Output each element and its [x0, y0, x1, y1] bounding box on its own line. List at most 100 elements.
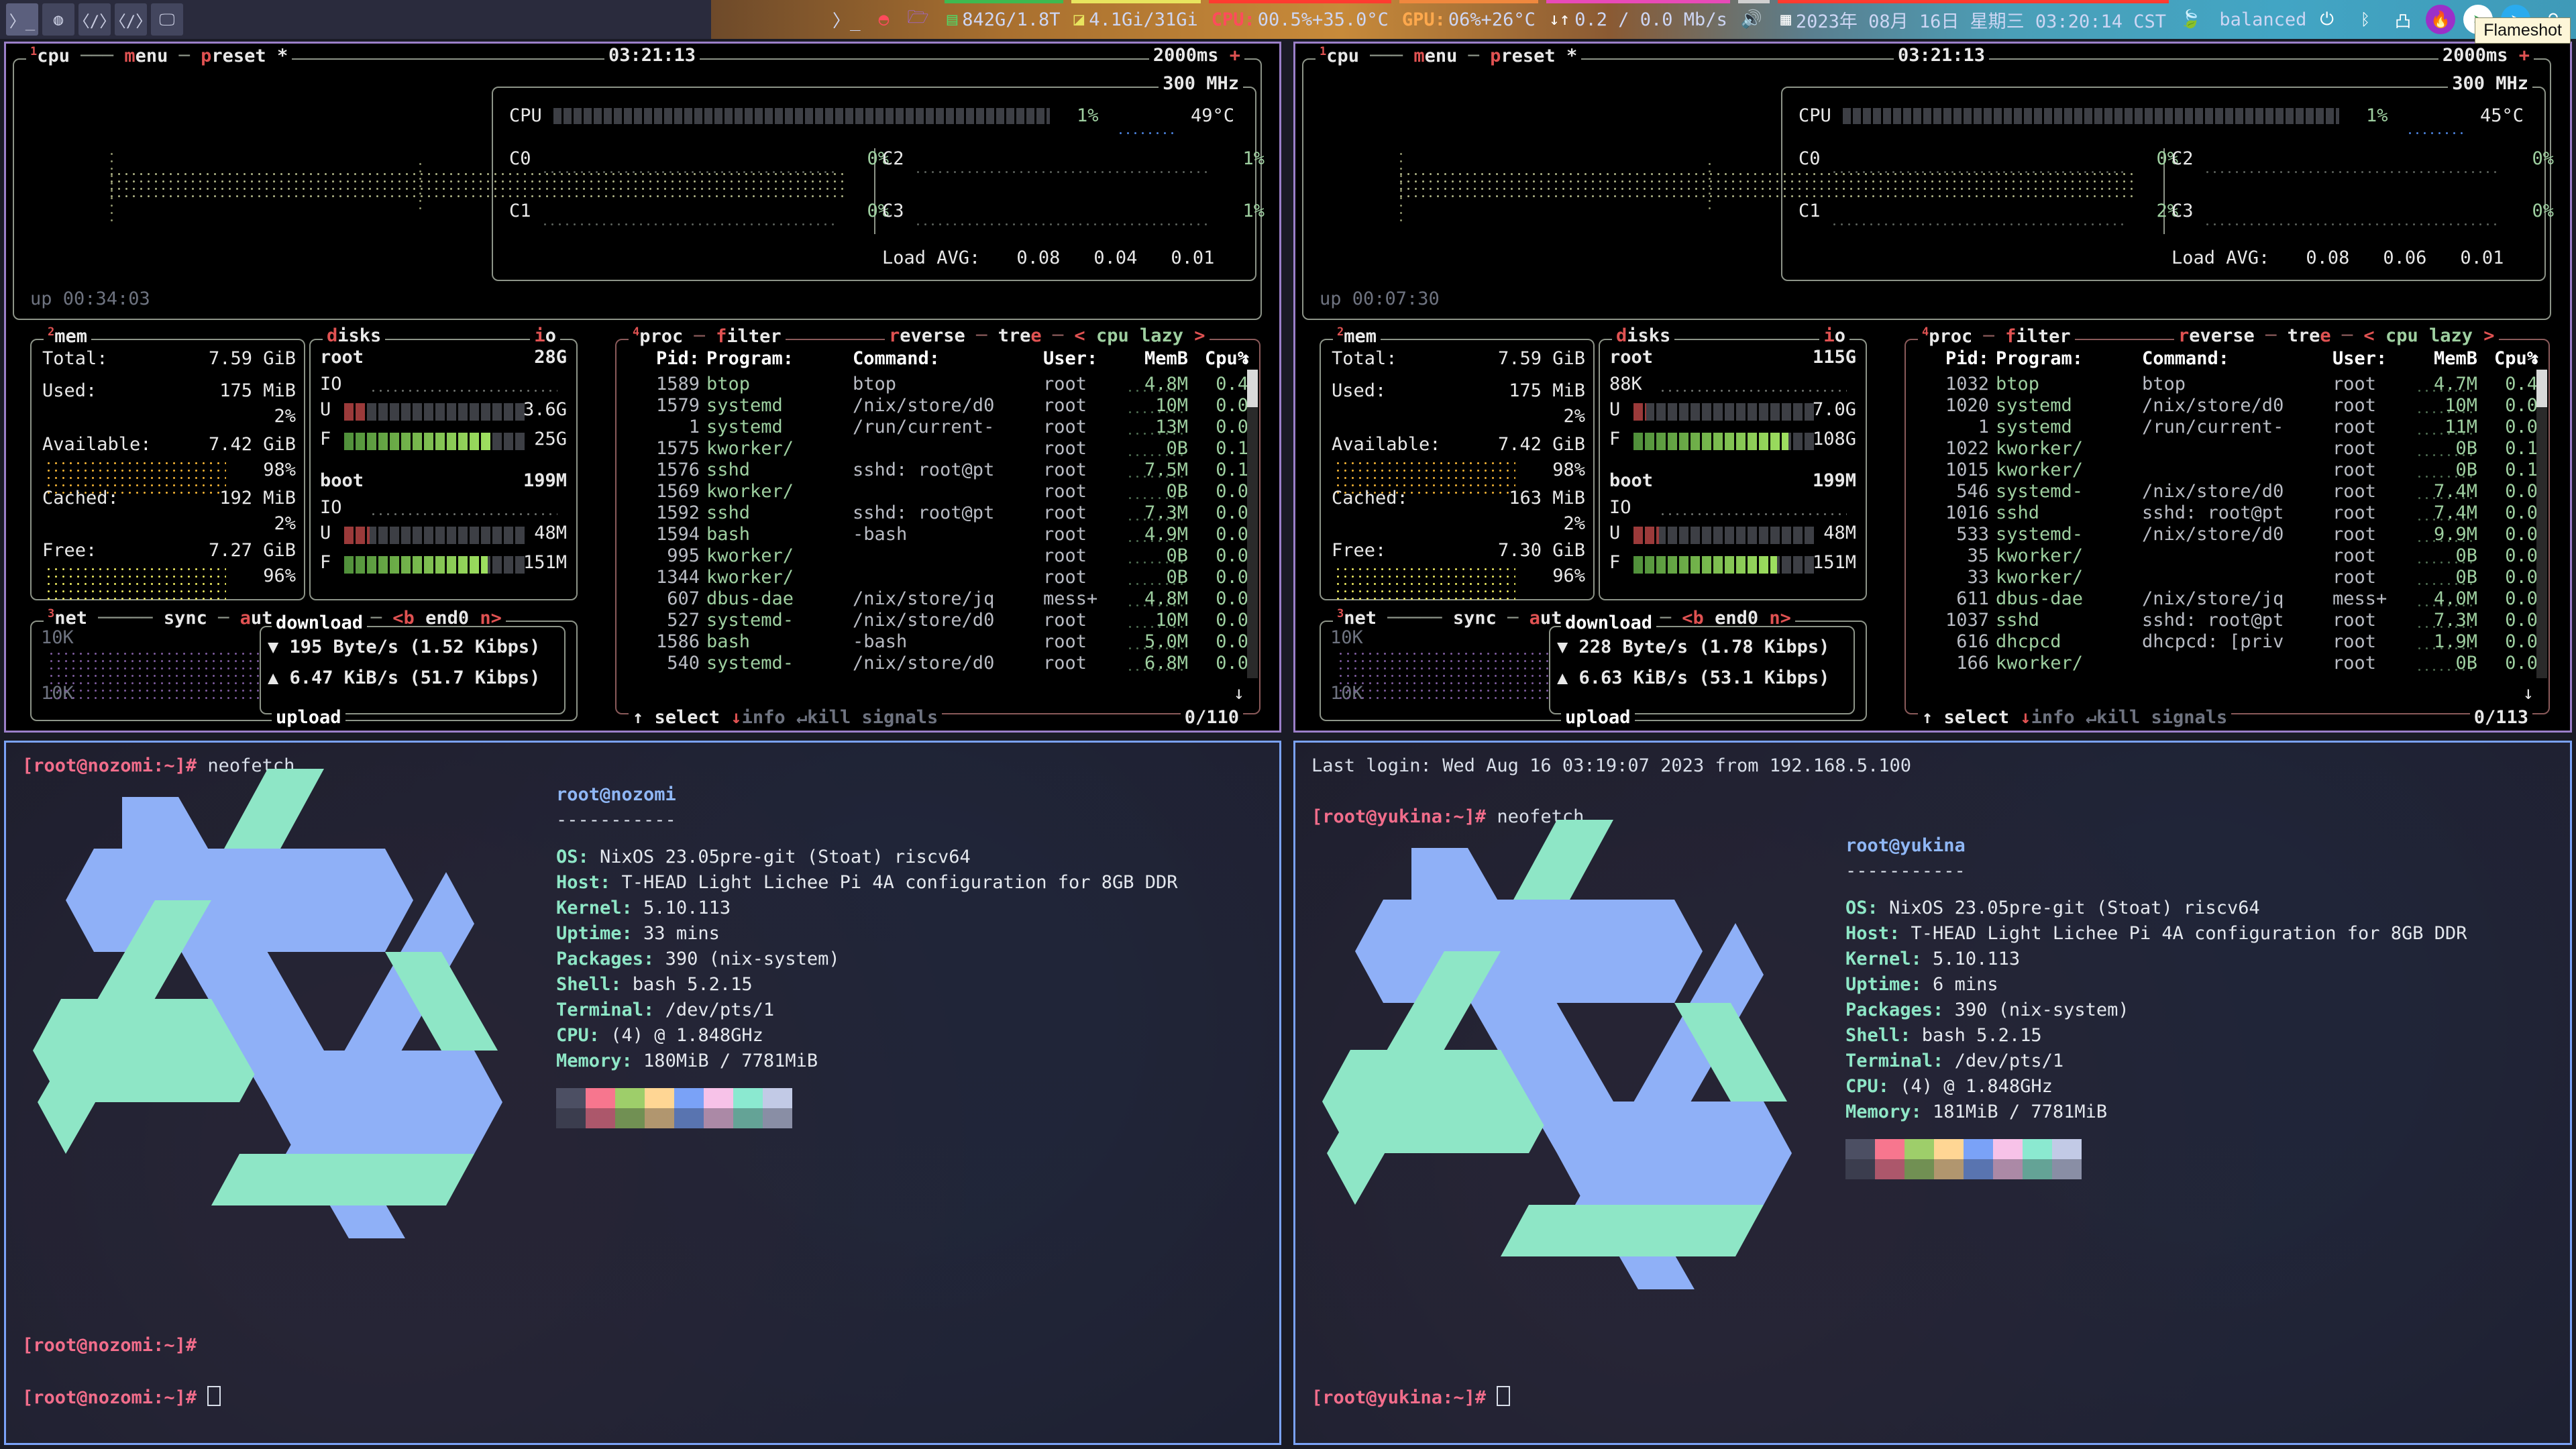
proc-cell-pid: 166: [1956, 653, 1989, 674]
proc-footer-keys[interactable]: ↑ select ↓info ↵kill signals: [1918, 708, 2232, 727]
proc-col-cpu[interactable]: Cpu%: [2493, 348, 2538, 369]
proc-col-cpu[interactable]: Cpu%: [1204, 348, 1248, 369]
cpu-box[interactable]: 1cpu ─── menu ─ preset * 03:21:13 2000ms +…: [1302, 46, 2554, 320]
net-box[interactable]: 3net ───── sync ─ auto ─ zero ─ <b end0 …: [30, 608, 578, 727]
status-memory[interactable]: ◪ 4.1Gi/31Gi: [1067, 0, 1205, 39]
proc-scrollbar-thumb[interactable]: [1247, 370, 1258, 407]
mem-label: Total:: [1332, 348, 1397, 369]
proc-col-memb[interactable]: MemB: [1144, 348, 1188, 369]
disks-box[interactable]: disks io root 28G IO U 3.6G F 25G boot 199M IO U 48M F…: [309, 327, 578, 600]
proc-box[interactable]: 4proc ─ filter reverse ─ tree ─ < cpu laz…: [1904, 327, 2550, 727]
mem-box-title[interactable]: 2mem: [1333, 327, 1381, 345]
proc-cell-program: systemd: [706, 395, 783, 416]
swatch-alt-1: [586, 1108, 615, 1128]
status-power-profile[interactable]: balanced: [2212, 0, 2313, 39]
proc-box-title[interactable]: 4proc ─ filter: [1918, 327, 2075, 345]
mem-percent: 98%: [1552, 460, 1585, 480]
disks-io-label[interactable]: io: [1819, 327, 1849, 345]
proc-cell-cpu: 0.0: [1216, 545, 1248, 566]
disk-used-bar-boot: [344, 527, 525, 544]
status-network[interactable]: ↓↑ 0.2 / 0.0 Mb/s: [1542, 0, 1734, 39]
taskbar-app-browser[interactable]: ◍: [42, 3, 74, 36]
disks-box-title[interactable]: disks: [323, 327, 386, 345]
shell-prompt-line-3[interactable]: [root@nozomi:~]#: [22, 1385, 221, 1411]
terminal-window-yukina[interactable]: Last login: Wed Aug 16 03:19:07 2023 fro…: [1293, 741, 2572, 1445]
disk-used-fill-boot: [344, 527, 370, 544]
taskbar-app-terminal[interactable]: 〉_: [6, 3, 38, 36]
interval-value: 2000ms: [2442, 45, 2508, 66]
proc-cell-command: sshd: root@pt: [853, 460, 995, 480]
btop-window-yukina[interactable]: 1cpu ─── menu ─ preset * 03:21:13 2000ms +…: [1293, 42, 2572, 733]
proc-cpu-sparkline: [1126, 494, 1185, 500]
status-disk[interactable]: ▤ 842G/1.8T: [941, 0, 1067, 39]
proc-cell-program: systemd-: [706, 610, 794, 631]
taskbar-app-code-editor-2[interactable]: 〈/〉: [110, 3, 152, 36]
mem-box[interactable]: 2mem Total: 7.59 GiB Used: 175 MiB 2% Availabl…: [30, 327, 305, 602]
proc-cell-pid: 1586: [655, 631, 700, 652]
proc-scrollbar-track[interactable]: [1247, 370, 1258, 678]
proc-scroll-down-arrow[interactable]: ↓: [2522, 683, 2534, 704]
net-box[interactable]: 3net ───── sync ─ auto ─ zero ─ <b end0 …: [1320, 608, 1867, 727]
cpu-box[interactable]: 1cpu ─── menu ─ preset * 03:21:13 2000ms +…: [13, 46, 1265, 320]
net-upload-rate: ▲ 6.63 KiB/s (53.1 Kibps): [1557, 669, 1829, 687]
mem-box-title[interactable]: 2mem: [44, 327, 92, 345]
cpu-box-title[interactable]: 1cpu ─── menu ─ preset *: [26, 46, 292, 65]
status-folder-icon[interactable]: 🗁: [900, 0, 940, 39]
proc-col-command[interactable]: Command:: [2142, 348, 2230, 369]
proc-scroll-down-arrow[interactable]: ↓: [1233, 683, 1244, 704]
proc-box-title[interactable]: 4proc ─ filter: [629, 327, 786, 345]
neofetch-value: /dev/pts/1: [1943, 1050, 2064, 1071]
fcitx-input-icon[interactable]: 凸: [2395, 11, 2411, 31]
sort-direction-arrow[interactable]: ↑: [2530, 348, 2541, 369]
update-interval[interactable]: 2000ms +: [2438, 46, 2534, 64]
proc-col-command[interactable]: Command:: [853, 348, 941, 369]
disk-used-label: U: [1609, 523, 1621, 543]
cpu-value: 00.5%+35.0°C: [1257, 9, 1389, 30]
sort-direction-arrow[interactable]: ↑: [1240, 348, 1252, 369]
flameshot-icon[interactable]: 🔥: [2426, 5, 2455, 34]
status-leaf-icon[interactable]: 🍃: [2173, 0, 2212, 39]
status-volume-icon[interactable]: 🔊: [1734, 0, 1774, 39]
download-value: 228 Byte/s (1.78 Kibps): [1578, 637, 1830, 657]
disk-size-root: 28G: [534, 347, 567, 368]
proc-sort-controls[interactable]: reverse ─ tree ─ < cpu lazy >: [885, 327, 1210, 345]
status-power-icon[interactable]: ⏻: [2313, 0, 2345, 39]
neofetch-key: Kernel:: [556, 897, 633, 918]
proc-col-user[interactable]: User:: [2332, 348, 2387, 369]
terminal-window-nozomi[interactable]: [root@nozomi:~]# neofetch root@nozomi ----…: [4, 741, 1281, 1445]
taskbar-app-display[interactable]: 🖵: [151, 3, 183, 36]
disk-name-boot: boot: [1609, 470, 1654, 491]
proc-col-memb[interactable]: MemB: [2433, 348, 2477, 369]
proc-footer-keys[interactable]: ↑ select ↓info ↵kill signals: [629, 708, 943, 727]
volume-icon: 🔊: [1740, 9, 1763, 30]
disks-box-title[interactable]: disks: [1612, 327, 1675, 345]
proc-col-pid[interactable]: Pid:: [1945, 348, 1989, 369]
proc-col-program[interactable]: Program:: [706, 348, 794, 369]
proc-scrollbar-thumb[interactable]: [2536, 370, 2547, 407]
proc-cell-user: root: [1043, 653, 1087, 674]
core-percent-c3: 1%: [1242, 201, 1265, 221]
proc-sort-controls[interactable]: reverse ─ tree ─ < cpu lazy >: [2174, 327, 2499, 345]
swatch-3: [645, 1087, 674, 1108]
proc-col-pid[interactable]: Pid:: [655, 348, 700, 369]
cpu-box-title[interactable]: 1cpu ─── menu ─ preset *: [1316, 46, 1582, 65]
proc-col-user[interactable]: User:: [1043, 348, 1098, 369]
mem-box[interactable]: 2mem Total: 7.59 GiB Used: 175 MiB 2% Availabl…: [1320, 327, 1595, 602]
status-terminal-icon[interactable]: 〉_: [826, 0, 872, 39]
taskbar-app-code-editor[interactable]: 〈/〉: [74, 3, 115, 36]
proc-box[interactable]: 4proc ─ filter reverse ─ tree ─ < cpu laz…: [615, 327, 1260, 727]
disk-used-value-root: 7.0G: [1812, 399, 1856, 420]
bluetooth-icon[interactable]: ᛒ: [2360, 10, 2371, 29]
btop-window-nozomi[interactable]: 1cpu ─── menu ─ preset * 03:21:13 2000ms +…: [4, 42, 1281, 733]
net-box-title[interactable]: 3net ───── sync ─ auto ─ zero ─ <b end0 …: [1333, 608, 1795, 627]
proc-scrollbar-track[interactable]: [2536, 370, 2547, 678]
status-cpu[interactable]: CPU: 00.5%+35.0°C: [1205, 0, 1395, 39]
disks-box[interactable]: disks io root 115G 88K U 7.0G F 108G boot 199M IO U 4…: [1599, 327, 1867, 600]
swatch-alt-7: [763, 1108, 792, 1128]
proc-col-program[interactable]: Program:: [1996, 348, 2084, 369]
status-gpu[interactable]: GPU: 06%+26°C: [1395, 0, 1542, 39]
status-opera-icon[interactable]: ◓: [872, 0, 901, 39]
disks-io-label[interactable]: io: [530, 327, 560, 345]
update-interval[interactable]: 2000ms +: [1148, 46, 1244, 64]
status-clock[interactable]: ▦ 2023年 08月 16日 星期三 03:20:14 CST: [1774, 0, 2173, 39]
